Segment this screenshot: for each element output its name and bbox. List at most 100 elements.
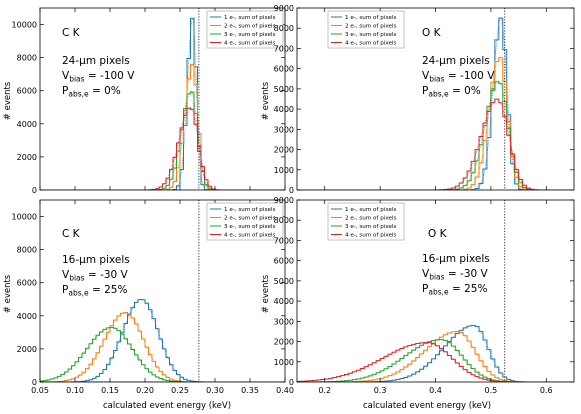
legend: 1 e-, sum of pixels 2 e-, sum of pixels 3 … <box>327 10 405 49</box>
pabs-label: Pabs,e = 0% <box>62 85 121 99</box>
y-tick-label: 7000 <box>274 236 294 245</box>
series-model-line-4 <box>40 107 285 190</box>
element-label: C K <box>62 27 81 39</box>
y-tick-label: 6000 <box>274 65 294 74</box>
series-line-4 <box>297 342 574 382</box>
y-tick-label: 3000 <box>274 317 294 326</box>
series-line-3 <box>40 326 285 382</box>
legend-entry: 3 e-, sum of pixels <box>224 224 275 230</box>
annotation-top-right: O K 24-μm pixels Vbias = -100 V Pabs,e =… <box>422 27 495 99</box>
y-tick-label: 0 <box>32 378 37 387</box>
series-line-1 <box>40 17 285 190</box>
y-tick-label: 8000 <box>17 54 37 63</box>
pabs-label: Pabs,e = 0% <box>422 85 481 99</box>
annotation-top-left: C K 24-μm pixels Vbias = -100 V Pabs,e =… <box>62 27 135 99</box>
y-tick-label: 2000 <box>274 146 294 155</box>
ylabel-top-left: # events <box>3 81 13 120</box>
y-tick-label: 10000 <box>12 21 37 30</box>
series-line-4 <box>40 107 285 190</box>
series-model-line-4 <box>297 342 574 382</box>
y-tick-label: 6000 <box>274 257 294 266</box>
y-tick-label: 0 <box>289 186 294 195</box>
panel-bottom-right: 0 1000 2000 3000 4000 5000 6000 7000 8000 9000 0.2… <box>274 196 575 395</box>
series-line-2 <box>40 312 285 382</box>
series-line-3 <box>40 91 285 190</box>
y-tick-label: 8000 <box>17 246 37 255</box>
element-label: O K <box>422 27 442 39</box>
ylabel-top-right: # events <box>261 81 271 120</box>
x-tick-label: 0.6 <box>540 386 553 395</box>
legend-entry: 2 e-, sum of pixels <box>224 24 275 30</box>
y-tick-label: 4000 <box>274 297 294 306</box>
panel-top-left: 0 2000 4000 6000 8000 10000 1 e-, sum of pixel… <box>12 7 286 195</box>
y-tick-label: 9000 <box>274 4 294 13</box>
vbias-label: Vbias = -100 V <box>62 70 135 84</box>
y-tick-label: 4000 <box>17 120 37 129</box>
series-line-2 <box>297 57 574 190</box>
pabs-value: = 0% <box>92 85 121 97</box>
x-tick-label: 0.40 <box>276 386 294 395</box>
y-tick-label: 2000 <box>274 338 294 347</box>
legend-entry: 4 e-, sum of pixels <box>224 41 275 47</box>
annotation-bottom-right: O K 16-μm pixels Vbias = -30 V Pabs,e = … <box>422 228 490 297</box>
pixel-size-label: 16-μm pixels <box>422 253 490 265</box>
xlabel-left: calculated event energy (keV) <box>103 401 231 411</box>
y-tick-label: 8000 <box>274 24 294 33</box>
legend-entry: 4 e-, sum of pixels <box>345 41 396 47</box>
vbias-value: = -100 V <box>88 70 135 82</box>
x-tick-label: 0.20 <box>136 386 154 395</box>
y-tick-label: 2000 <box>17 345 37 354</box>
element-label: C K <box>62 228 81 240</box>
vbias-value: = -30 V <box>448 268 489 280</box>
series-line-2 <box>40 63 285 190</box>
vbias-label: Vbias = -100 V <box>422 70 495 84</box>
legend-entry: 3 e-, sum of pixels <box>345 32 396 38</box>
pabs-value: = 25% <box>452 283 487 295</box>
x-tick-label: 0.5 <box>485 386 498 395</box>
series-model-line-2 <box>40 64 285 190</box>
y-tick-label: 1000 <box>274 166 294 175</box>
y-tick-label: 8000 <box>274 216 294 225</box>
x-tick-label: 0.10 <box>66 386 84 395</box>
y-tick-label: 5000 <box>274 277 294 286</box>
ylabel-bottom-right: # events <box>261 274 271 313</box>
series-model-line-4 <box>297 98 574 190</box>
y-tick-label: 4000 <box>17 312 37 321</box>
y-tick-label: 2000 <box>17 153 37 162</box>
y-tick-label: 10000 <box>12 213 37 222</box>
x-tick-label: 0.4 <box>429 386 442 395</box>
curves <box>297 324 574 382</box>
y-tick-label: 6000 <box>17 87 37 96</box>
vbias-label: Vbias = -30 V <box>62 269 129 283</box>
x-tick-label: 0.25 <box>171 386 189 395</box>
panel-top-right: 0 1000 2000 3000 4000 5000 6000 7000 8000 9000 1 e… <box>274 4 575 195</box>
legend-entry: 1 e-, sum of pixels <box>224 15 275 21</box>
series-model-line-1 <box>297 325 574 382</box>
legend-entry: 1 e-, sum of pixels <box>224 207 275 213</box>
vbias-value: = -100 V <box>448 70 495 82</box>
y-tick-label: 7000 <box>274 44 294 53</box>
series-line-3 <box>297 81 574 190</box>
y-tick-label: 3000 <box>274 125 294 134</box>
legend-entry: 3 e-, sum of pixels <box>224 32 275 38</box>
vbias-label: Vbias = -30 V <box>422 268 489 282</box>
legend-entry: 2 e-, sum of pixels <box>224 216 275 222</box>
x-tick-label: 0.15 <box>101 386 119 395</box>
x-tick-label: 0.2 <box>318 386 331 395</box>
legend-entry: 2 e-, sum of pixels <box>345 216 396 222</box>
axes-frame <box>39 199 286 383</box>
xlabel-right: calculated event energy (keV) <box>363 401 491 411</box>
legend-entry: 4 e-, sum of pixels <box>345 233 396 239</box>
legend-entry: 1 e-, sum of pixels <box>345 207 396 213</box>
x-tick-label: 0.3 <box>374 386 387 395</box>
series-line-1 <box>297 324 574 382</box>
pixel-size-label: 16-μm pixels <box>62 254 130 266</box>
y-tick-label: 9000 <box>274 196 294 205</box>
x-tick-label: 0.35 <box>241 386 259 395</box>
series-line-1 <box>40 299 285 382</box>
vbias-value: = -30 V <box>88 269 129 281</box>
y-tick-label: 5000 <box>274 85 294 94</box>
legend: 1 e-, sum of pixels 2 e-, sum of pixels 3 … <box>206 202 284 241</box>
